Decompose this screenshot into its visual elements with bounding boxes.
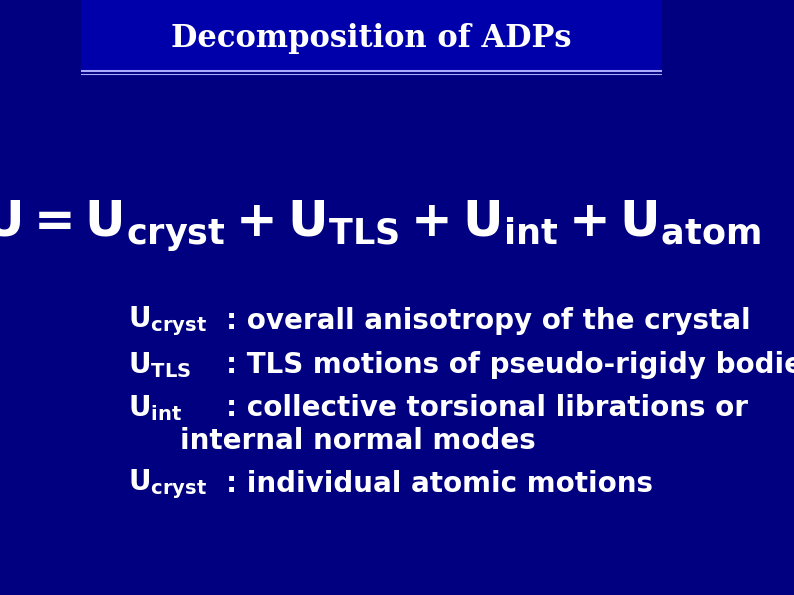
Text: : TLS motions of pseudo-rigidy bodies: : TLS motions of pseudo-rigidy bodies: [226, 350, 794, 379]
Text: Decomposition of ADPs: Decomposition of ADPs: [172, 23, 572, 54]
Text: : collective torsional librations or: : collective torsional librations or: [226, 394, 749, 422]
Text: $\mathbf{U_{TLS}}$: $\mathbf{U_{TLS}}$: [128, 350, 191, 380]
FancyBboxPatch shape: [81, 0, 662, 71]
Text: $\mathbf{U = U_{cryst}+U_{TLS}+U_{int}+U_{atom}}$: $\mathbf{U = U_{cryst}+U_{TLS}+U_{int}+U…: [0, 199, 761, 253]
Text: $\mathbf{U_{int}}$: $\mathbf{U_{int}}$: [128, 393, 182, 423]
Text: $\mathbf{U_{cryst}}$: $\mathbf{U_{cryst}}$: [128, 468, 206, 501]
Text: $\mathbf{U_{cryst}}$: $\mathbf{U_{cryst}}$: [128, 305, 206, 338]
Text: : overall anisotropy of the crystal: : overall anisotropy of the crystal: [226, 307, 751, 336]
Text: internal normal modes: internal normal modes: [180, 427, 536, 455]
Text: : individual atomic motions: : individual atomic motions: [226, 470, 653, 499]
